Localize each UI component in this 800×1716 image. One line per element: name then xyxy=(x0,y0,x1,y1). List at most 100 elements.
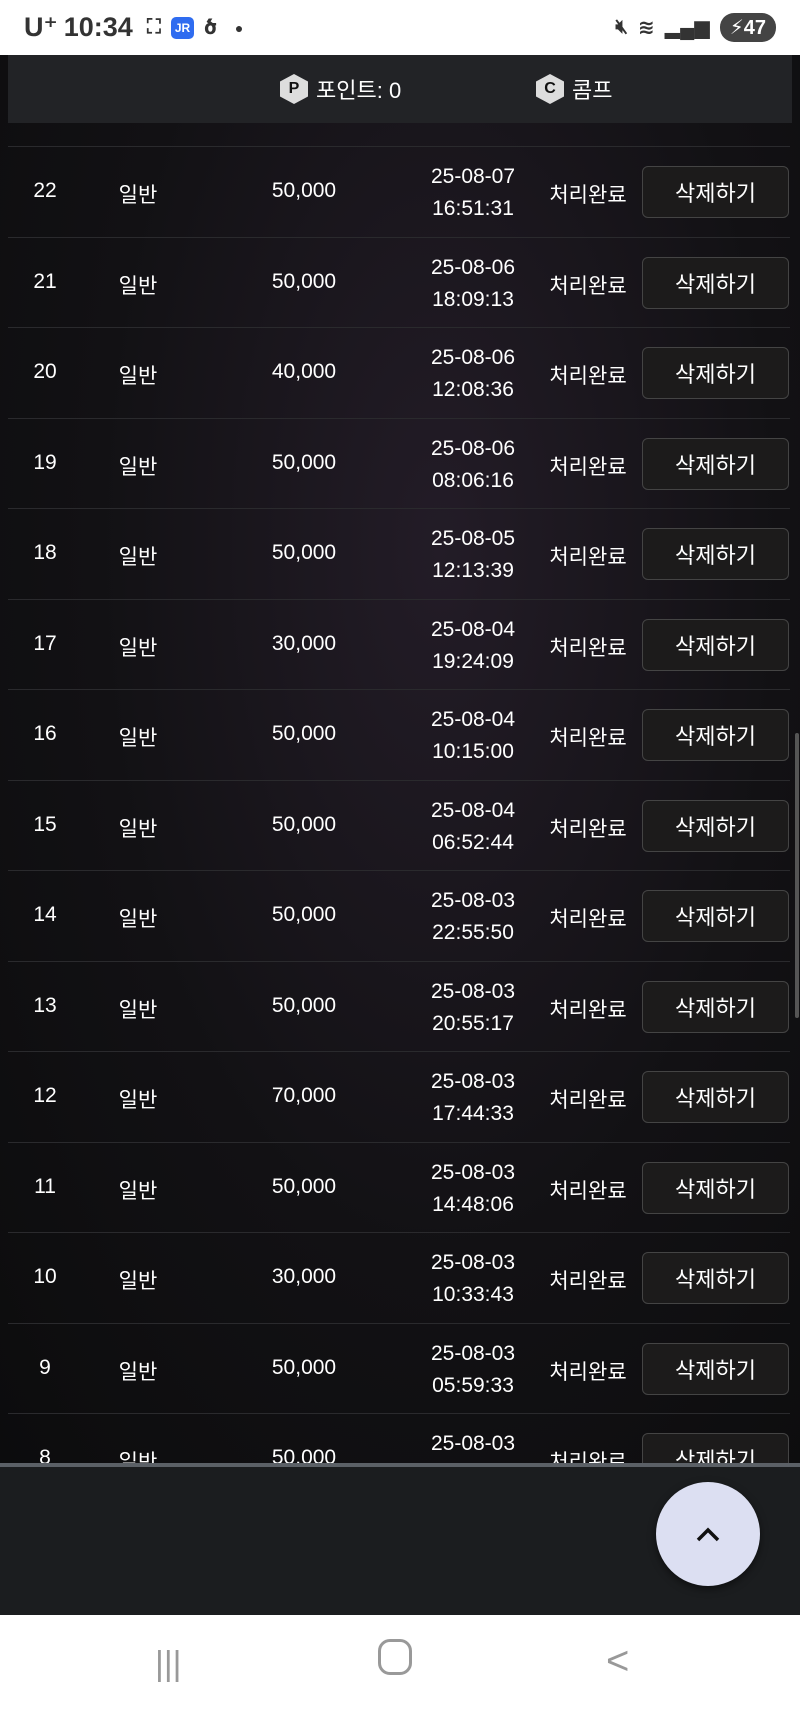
row-amount: 50,000 xyxy=(271,1174,337,1198)
row-amount: 50,000 xyxy=(271,903,337,926)
row-type: 일반 xyxy=(118,727,158,750)
home-icon[interactable] xyxy=(378,1639,412,1675)
row-number: 16 xyxy=(33,722,57,745)
row-date: 25-08-03 xyxy=(430,979,516,1003)
row-number: 20 xyxy=(33,360,57,383)
row-time: 08:06:16 xyxy=(432,468,514,492)
table-row: 8 일반 50,000 25-08-03 처리완료 삭제하기 xyxy=(8,1413,790,1463)
mute-icon: 🔇︎ xyxy=(615,16,628,38)
notification-icon: ծ xyxy=(204,17,217,39)
row-status: 처리완료 xyxy=(549,365,627,388)
row-number: 12 xyxy=(33,1084,57,1107)
table-row: 16 일반 50,000 25-08-04 10:15:00 처리완료 삭제하기 xyxy=(8,689,790,780)
row-datetime: 25-08-03 05:59:33 xyxy=(418,1338,528,1402)
row-date: 25-08-03 xyxy=(430,889,516,912)
app-badge-icon: JR xyxy=(170,16,195,39)
row-time: 16:51:31 xyxy=(432,197,514,220)
row-date: 25-08-04 xyxy=(430,708,516,731)
row-date: 25-08-06 xyxy=(430,436,516,460)
row-date: 25-08-04 xyxy=(430,798,516,822)
delete-button[interactable]: 삭제하기 xyxy=(642,890,789,942)
row-datetime: 25-08-04 06:52:44 xyxy=(418,795,528,859)
delete-button[interactable]: 삭제하기 xyxy=(642,709,789,761)
battery-icon: ⚡47 xyxy=(719,13,776,42)
row-datetime: 25-08-03 10:33:43 xyxy=(418,1247,528,1311)
row-amount: 50,000 xyxy=(271,541,337,564)
comp-icon: C xyxy=(536,74,564,104)
row-amount: 50,000 xyxy=(271,993,337,1017)
delete-button[interactable]: 삭제하기 xyxy=(642,799,789,852)
scroll-top-button[interactable] xyxy=(656,1482,760,1586)
comp-item[interactable]: C 콤프 xyxy=(536,73,612,105)
delete-button[interactable]: 삭제하기 xyxy=(642,437,789,490)
delete-button[interactable]: 삭제하기 xyxy=(642,1252,789,1304)
scrollbar[interactable] xyxy=(795,733,799,1018)
delete-button[interactable]: 삭제하기 xyxy=(642,1342,789,1395)
row-status: 처리완료 xyxy=(549,1179,627,1203)
row-datetime: 25-08-04 19:24:09 xyxy=(418,614,528,678)
row-type: 일반 xyxy=(118,998,158,1022)
row-date: 25-08-06 xyxy=(430,255,516,279)
points-item[interactable]: P 포인트: 0 xyxy=(280,73,401,105)
row-time: 10:33:43 xyxy=(432,1283,514,1306)
delete-button[interactable]: 삭제하기 xyxy=(642,256,789,309)
header-bar: P 포인트: 0 C 콤프 xyxy=(8,55,792,123)
row-status: 처리완료 xyxy=(549,1451,627,1463)
row-date: 25-08-03 xyxy=(430,1432,516,1455)
content: P 포인트: 0 C 콤프 22 일반 50,000 25-08-07 16:51… xyxy=(0,55,800,1463)
row-amount: 50,000 xyxy=(271,1446,337,1463)
delete-button[interactable]: 삭제하기 xyxy=(642,347,789,399)
row-status: 처리완료 xyxy=(549,908,627,931)
delete-button[interactable]: 삭제하기 xyxy=(642,618,789,671)
table-row: 9 일반 50,000 25-08-03 05:59:33 처리완료 삭제하기 xyxy=(8,1322,790,1414)
delete-button[interactable]: 삭제하기 xyxy=(642,166,789,218)
row-status: 처리완료 xyxy=(549,817,627,841)
row-time: 17:44:33 xyxy=(432,1102,514,1125)
points-icon: P xyxy=(280,74,308,104)
row-datetime: 25-08-03 17:44:33 xyxy=(418,1066,528,1130)
row-type: 일반 xyxy=(118,817,158,841)
screenshot-icon: ⛶ xyxy=(146,16,161,38)
row-amount: 30,000 xyxy=(271,631,337,655)
row-status: 처리완료 xyxy=(549,1360,627,1384)
row-type: 일반 xyxy=(118,274,158,298)
signal-icon: ▂▄▆ xyxy=(664,17,710,39)
delete-button[interactable]: 삭제하기 xyxy=(642,528,789,580)
row-date: 25-08-06 xyxy=(430,346,516,369)
table-row: 13 일반 50,000 25-08-03 20:55:17 처리완료 삭제하기 xyxy=(8,960,790,1052)
row-time: 06:52:44 xyxy=(432,830,514,854)
row-status: 처리완료 xyxy=(549,274,627,298)
chevron-up-icon xyxy=(696,1527,720,1542)
clock: 10:34 xyxy=(63,12,133,42)
recent-apps-icon[interactable]: ||| xyxy=(155,1645,182,1683)
row-type: 일반 xyxy=(118,1360,158,1384)
row-amount: 50,000 xyxy=(271,1355,337,1379)
delete-button[interactable]: 삭제하기 xyxy=(642,1071,789,1123)
table-row: 10 일반 30,000 25-08-03 10:33:43 처리완료 삭제하기 xyxy=(8,1232,790,1323)
row-time: 18:09:13 xyxy=(432,287,514,311)
row-amount: 50,000 xyxy=(271,179,337,202)
row-date: 25-08-03 xyxy=(430,1160,516,1184)
delete-button[interactable]: 삭제하기 xyxy=(642,1433,789,1463)
points-label: 포인트: 0 xyxy=(316,78,402,103)
row-datetime: 25-08-06 08:06:16 xyxy=(418,433,528,497)
row-amount: 50,000 xyxy=(271,722,337,745)
table-row: 19 일반 50,000 25-08-06 08:06:16 처리완료 삭제하기 xyxy=(8,417,790,509)
row-number: 11 xyxy=(34,1174,56,1198)
row-number: 9 xyxy=(39,1355,51,1379)
row-type: 일반 xyxy=(118,455,158,479)
row-amount: 40,000 xyxy=(271,360,337,383)
delete-button[interactable]: 삭제하기 xyxy=(642,980,789,1033)
row-time: 10:15:00 xyxy=(432,740,514,763)
row-date: 25-08-03 xyxy=(430,1341,516,1365)
table-row: 20 일반 40,000 25-08-06 12:08:36 처리완료 삭제하기 xyxy=(8,327,790,418)
delete-button[interactable]: 삭제하기 xyxy=(642,1161,789,1214)
row-time: 05:59:33 xyxy=(432,1373,514,1397)
row-amount: 50,000 xyxy=(271,269,337,293)
row-type: 일반 xyxy=(118,546,158,569)
back-icon[interactable]: < xyxy=(606,1639,630,1683)
row-status: 처리완료 xyxy=(549,184,627,207)
row-time: 20:55:17 xyxy=(432,1011,514,1035)
row-type: 일반 xyxy=(118,1179,158,1203)
row-datetime: 25-08-03 22:55:50 xyxy=(418,885,528,949)
